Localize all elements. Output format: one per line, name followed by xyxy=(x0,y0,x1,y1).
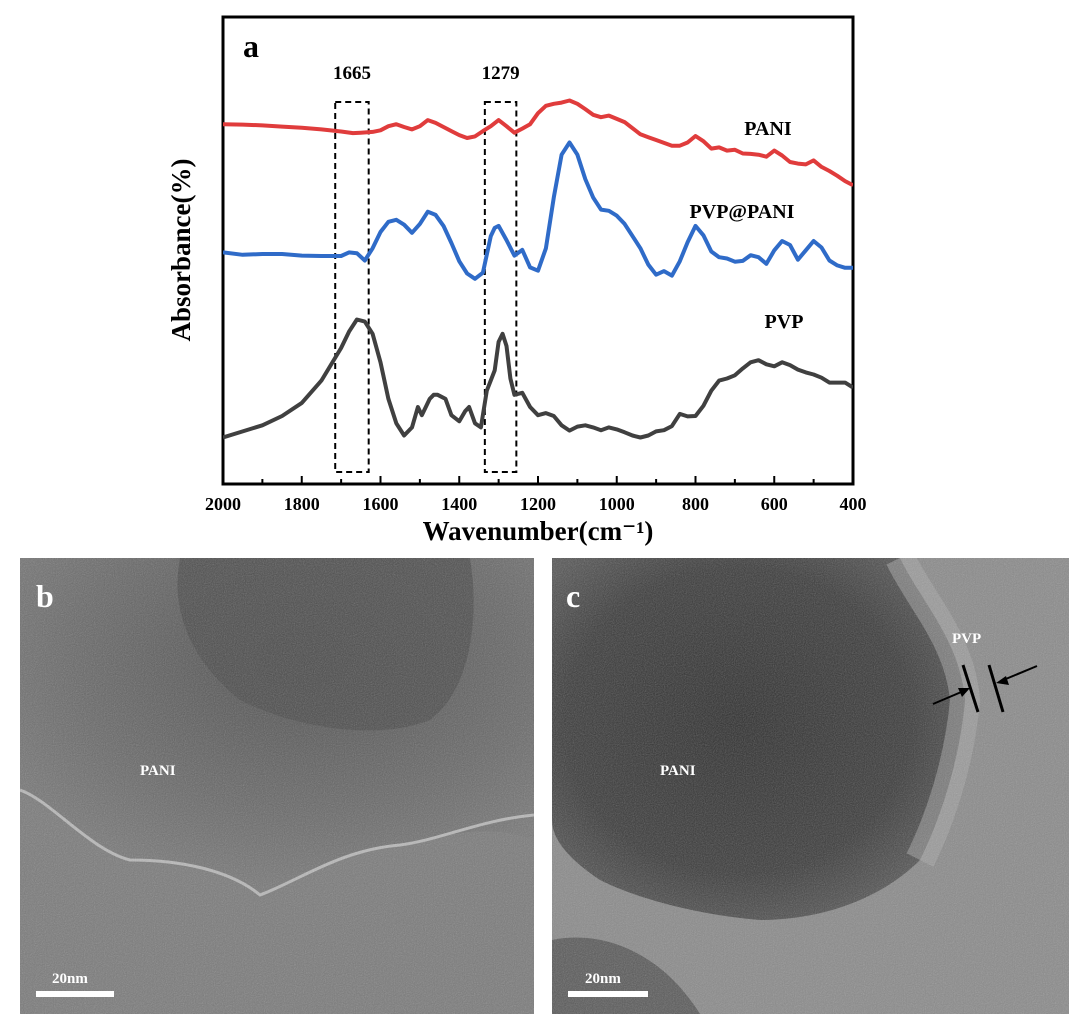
series-labels: PANI PVP@PANI PVP xyxy=(690,118,804,333)
series-group xyxy=(223,98,853,440)
x-tick-label: 600 xyxy=(761,494,788,514)
annotation-box-1665 xyxy=(334,101,370,473)
x-tick-label: 1200 xyxy=(520,494,556,514)
x-axis-ticks xyxy=(222,476,854,484)
plot-frame xyxy=(221,15,855,486)
x-axis-label: Wavenumber(cm⁻¹) xyxy=(423,516,654,546)
series-label-pani: PANI xyxy=(744,118,792,140)
annotation-label-1665: 1665 xyxy=(333,63,371,84)
x-tick-label: 1800 xyxy=(284,494,320,514)
x-tick-label: 1000 xyxy=(599,494,635,514)
x-tick-label: 1400 xyxy=(441,494,477,514)
annotation-box-1279 xyxy=(483,101,518,473)
x-tick-label: 400 xyxy=(840,494,867,514)
annotation-label-1279: 1279 xyxy=(482,63,520,84)
x-tick-label: 800 xyxy=(682,494,709,514)
x-tick-label: 2000 xyxy=(205,494,241,514)
series-label-pvp: PVP xyxy=(765,311,804,333)
series-line-pvp-pani xyxy=(223,140,853,281)
panel-letter-a: a xyxy=(243,28,259,64)
y-axis-label: Absorbance(%) xyxy=(166,159,196,342)
x-tick-label: 1600 xyxy=(363,494,399,514)
series-line-pvp xyxy=(223,317,853,440)
x-axis-tick-labels: 2000 1800 1600 1400 1200 1000 800 600 400 xyxy=(205,494,867,514)
series-label-pvp-pani: PVP@PANI xyxy=(690,201,795,223)
series-line-pani xyxy=(223,98,853,187)
annotation-boxes: 1665 1279 xyxy=(333,63,520,473)
